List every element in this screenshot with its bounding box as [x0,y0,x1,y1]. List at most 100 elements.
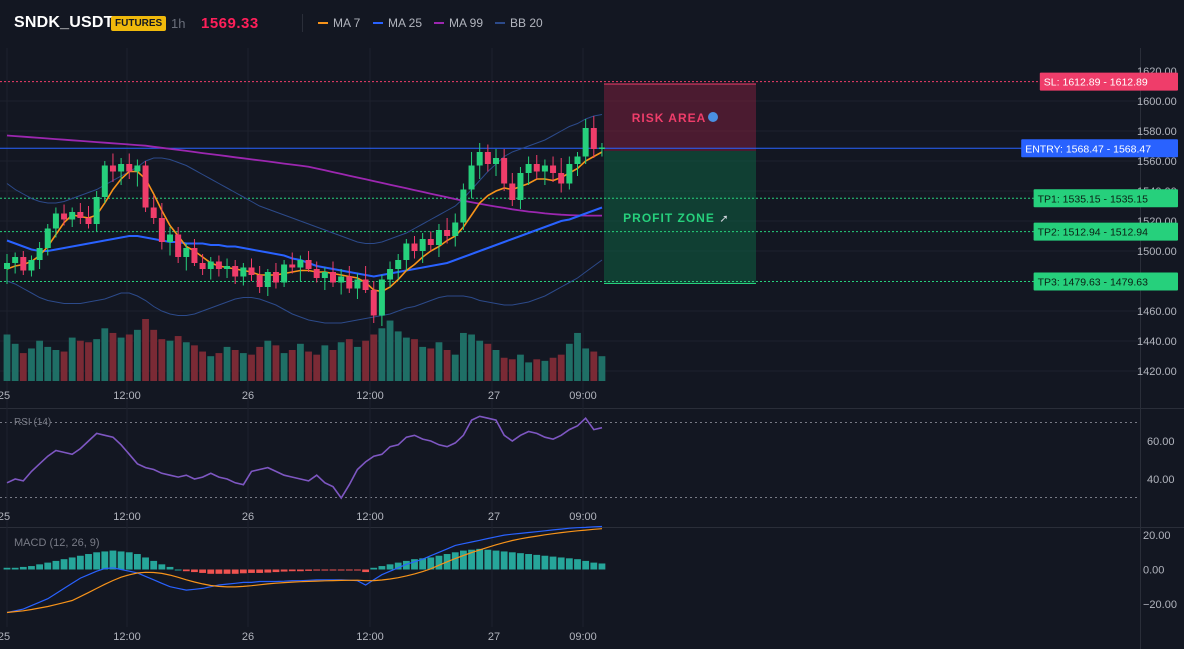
macd-histogram-bar [134,554,141,570]
volume-bar [85,342,92,381]
legend-swatch-icon [495,22,505,24]
macd-histogram-bar [44,562,52,570]
macd-histogram-bar [280,569,288,572]
volume-bar [590,351,598,381]
macd-histogram-bar [264,569,272,573]
time-tick-label: 26 [242,390,254,402]
candle-body [362,279,369,290]
macd-histogram-bar [549,556,557,570]
macd-histogram-bar [19,566,27,570]
volume-bar [468,334,475,381]
legend-ma99[interactable]: MA 99 [434,16,483,30]
macd-pane: MACD (12, 26, 9) [3,525,606,614]
trade-levels [0,81,1140,283]
volume-bar [500,357,508,381]
macd-histogram-bar [386,564,394,570]
candle-body [232,266,239,277]
tp3-level-tag-text: TP3: 1479.63 - 1479.63 [1038,277,1148,289]
rocket-icon: ➚ [719,213,728,225]
legend-swatch-icon [373,22,383,24]
candle-body [12,257,19,263]
macd-line [6,525,603,614]
volume-bar [166,340,174,381]
tp2-level-tag [1033,222,1178,241]
volume-bar [533,359,541,381]
volume-bar [305,351,312,381]
macd-histogram-bar [354,569,361,571]
macd-histogram-bar [500,551,508,570]
macd-histogram-bar [427,557,435,570]
volume-bar [443,350,451,381]
legend-label: MA 25 [388,16,423,30]
macd-histogram-bar [321,569,329,571]
volume-bar [256,346,264,381]
tp2-level-tag-text: TP2: 1512.94 - 1512.94 [1038,227,1148,239]
volume-bar [362,340,369,381]
candle-body [435,230,442,245]
candle-body [590,128,597,149]
macd-histogram-bar [451,552,459,570]
volume-bar [272,345,280,381]
macd-histogram-bar [345,569,353,571]
macd-histogram-bar [239,569,247,574]
candle-body [191,248,198,263]
macd-histogram-bar [411,559,418,570]
candle-body [264,272,271,287]
volume-bar [321,345,329,381]
volume-bar [337,342,345,381]
candle-body [77,212,84,218]
volume-bar [101,328,109,381]
price-tick-label: 1460.00 [1137,306,1177,318]
candle-body [444,230,451,236]
legend-bb20[interactable]: BB 20 [495,16,543,30]
candle-body [61,213,68,220]
volume-bar [11,343,19,381]
volume-bar [215,353,223,381]
symbol-name[interactable]: SNDK_USDT [14,14,114,31]
volume-bar [150,329,158,381]
macd-histogram-bar [60,559,68,570]
entry-level-tag [1021,139,1178,158]
macd-histogram-bar [191,569,198,573]
time-tick-label: 12:00 [356,631,384,643]
macd-histogram-bar [76,555,84,570]
macd-histogram-bar [256,569,264,573]
volume-bar [451,354,459,381]
profit-zone-label: PROFIT ZONE [623,211,715,225]
tp1-level-tag-text: TP1: 1535.15 - 1535.15 [1038,193,1148,205]
volume-bar [419,346,427,381]
candle-body [387,269,394,280]
legend-ma25[interactable]: MA 25 [373,16,422,30]
macd-histogram-bar [93,552,101,570]
legend-label: BB 20 [510,16,543,30]
candle-body [281,264,288,283]
time-tick-label: 27 [488,390,500,402]
candle-body [36,248,43,260]
time-tick-label: 12:00 [356,390,384,402]
candle-body [525,164,532,173]
macd-histogram-bar [150,560,158,570]
candle-body [199,263,206,269]
candle-body [248,267,255,275]
candle-body [484,152,491,164]
candle-body [313,269,320,278]
time-tick-label: 09:00 [569,511,597,523]
macd-histogram-bar [557,557,565,570]
candle-body [427,239,434,245]
legend-ma7[interactable]: MA 7 [318,16,360,30]
volume-bar [19,353,27,381]
macd-histogram-bar [435,555,443,570]
time-tick-label: 12:00 [113,511,141,523]
time-tick-label: 25 [0,631,10,643]
macd-histogram-bar [362,569,369,573]
candle-body [330,272,336,283]
candle-body [395,260,402,269]
candle-body [118,164,125,172]
timeframe-label[interactable]: 1h [171,16,186,31]
volume-bar [313,354,321,381]
time-tick-label: 09:00 [569,390,597,402]
candle-body [240,267,247,277]
candle-body [566,164,573,184]
volume-bar [191,345,198,381]
